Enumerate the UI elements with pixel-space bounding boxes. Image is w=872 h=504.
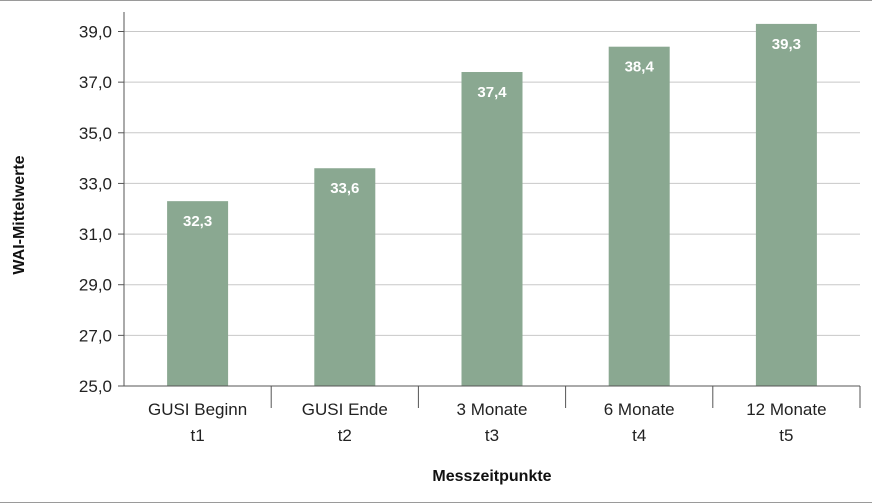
axes	[123, 12, 860, 387]
x-tick-label: 12 Monate	[746, 400, 826, 419]
y-axis-title: WAI-Mittelwerte	[11, 155, 28, 274]
x-tick-label: 3 Monate	[457, 400, 528, 419]
y-tick-label: 25,0	[79, 377, 112, 396]
y-tick-label: 39,0	[79, 23, 112, 42]
y-tick-label: 33,0	[79, 174, 112, 193]
bar-value-label: 39,3	[772, 36, 801, 53]
x-tick-sublabel: t4	[632, 426, 646, 445]
bar	[167, 201, 229, 386]
x-axis-title: Messzeitpunkte	[432, 468, 551, 485]
x-tick-label: 6 Monate	[604, 400, 675, 419]
bar-value-label: 37,4	[477, 84, 507, 101]
bars: 32,3 33,6 37,4 38,4 39,3	[167, 23, 817, 387]
x-tick-sublabel: t2	[338, 426, 352, 445]
bar-value-label: 38,4	[625, 59, 655, 76]
x-tick-sublabel: t5	[779, 426, 793, 445]
bar	[608, 46, 670, 386]
bar-value-label: 33,6	[330, 180, 359, 197]
x-tick-sublabel: t3	[485, 426, 499, 445]
x-tick-sublabel: t1	[191, 426, 205, 445]
x-axis-ticks: GUSI Beginn t1 GUSI Ende t2 3 Monate t3 6 Mona…	[148, 386, 861, 445]
y-axis-ticks: 25,0 27,0 29,0 31,0 33,0 35,0 37,0 39,0	[79, 23, 124, 396]
y-tick-label: 37,0	[79, 73, 112, 92]
y-tick-label: 35,0	[79, 124, 112, 143]
x-tick-label: GUSI Ende	[302, 400, 388, 419]
bar-value-label: 32,3	[183, 213, 212, 230]
y-tick-label: 29,0	[79, 276, 112, 295]
bar	[314, 168, 376, 386]
bar	[461, 72, 523, 386]
y-tick-label: 27,0	[79, 326, 112, 345]
y-tick-label: 31,0	[79, 225, 112, 244]
bar	[755, 23, 817, 387]
bottom-rule	[0, 502, 872, 503]
top-rule	[0, 0, 872, 1]
x-tick-label: GUSI Beginn	[148, 400, 247, 419]
